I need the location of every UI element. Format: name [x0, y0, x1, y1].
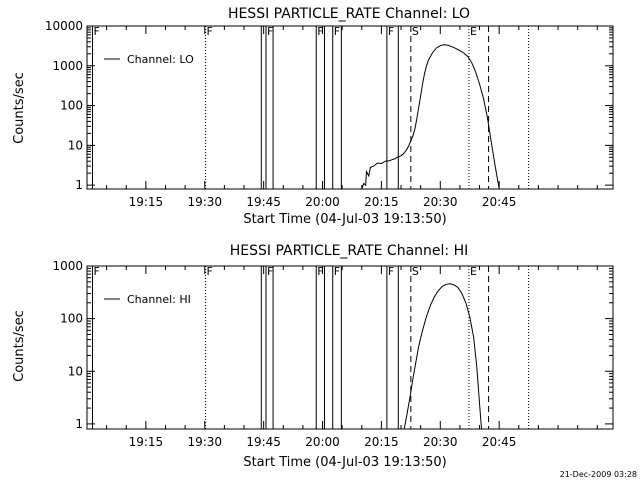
lo-y-axis-label: Counts/sec [12, 72, 27, 144]
hi-event-label-3: F [267, 265, 273, 278]
lo-event-label-0: F [93, 25, 99, 38]
lo-y-tick-label-3: 1000 [52, 59, 83, 73]
hi-plot-frame [86, 265, 614, 430]
lo-x-tick-label-3: 20:00 [305, 195, 340, 209]
lo-y-tick-label-1: 10 [68, 138, 83, 152]
lo-x-tick-label-0: 19:15 [129, 195, 164, 209]
hi-y-tick-label-0: 1 [75, 417, 83, 431]
hi-event-label-12: E [470, 265, 477, 278]
lo-y-tick-label-2: 100 [60, 99, 83, 113]
lo-x-tick-label-4: 20:15 [364, 195, 399, 209]
lo-event-label-12: E [470, 25, 477, 38]
hi-x-tick-label-4: 20:15 [364, 435, 399, 449]
hi-x-axis-label: Start Time (04-Jul-03 19:13:50) [243, 455, 446, 470]
lo-plot-frame [86, 25, 614, 190]
lo-event-label-11: S [412, 25, 419, 38]
lo-event-label-9: F [388, 25, 394, 38]
hi-legend-label: Channel: HI [127, 293, 191, 306]
hi-channel-panel: HESSI PARTICLE_RATE Channel: HI Counts/s… [12, 243, 614, 470]
lo-x-tick-label-6: 20:45 [482, 195, 517, 209]
hi-x-tick-label-6: 20:45 [482, 435, 517, 449]
lo-series-line-0 [361, 44, 500, 189]
hi-y-axis-label: Counts/sec [12, 310, 27, 382]
hi-event-label-9: F [388, 265, 394, 278]
lo-event-label-7: F [334, 25, 340, 38]
hi-event-label-11: S [412, 265, 419, 278]
lo-x-axis-label: Start Time (04-Jul-03 19:13:50) [243, 212, 446, 227]
lo-event-label-5: F [317, 25, 323, 38]
lo-event-label-3: F [267, 25, 273, 38]
hi-x-tick-label-2: 19:45 [246, 435, 281, 449]
hi-y-tick-label-2: 100 [60, 312, 83, 326]
lo-x-tick-label-1: 19:30 [187, 195, 222, 209]
hi-chart-title: HESSI PARTICLE_RATE Channel: HI [230, 243, 468, 259]
hi-event-label-7: F [334, 265, 340, 278]
hi-x-tick-label-3: 20:00 [305, 435, 340, 449]
hi-event-label-0: F [93, 265, 99, 278]
lo-y-tick-label-4: 10000 [45, 19, 83, 33]
lo-channel-panel: HESSI PARTICLE_RATE Channel: LO Counts/s… [12, 6, 614, 227]
lo-event-label-1: F [207, 25, 213, 38]
lo-x-tick-label-2: 19:45 [246, 195, 281, 209]
lo-legend: Channel: LO [104, 53, 194, 66]
lo-x-tick-label-5: 20:30 [423, 195, 458, 209]
hi-x-tick-label-0: 19:15 [129, 435, 164, 449]
hi-event-label-1: F [207, 265, 213, 278]
lo-chart-title: HESSI PARTICLE_RATE Channel: LO [228, 6, 470, 22]
hi-event-label-5: F [317, 265, 323, 278]
lo-y-tick-label-0: 1 [75, 178, 83, 192]
lo-legend-label: Channel: LO [127, 53, 194, 66]
hi-y-tick-label-3: 1000 [52, 259, 83, 273]
hi-x-tick-label-5: 20:30 [423, 435, 458, 449]
hi-y-tick-label-1: 10 [68, 364, 83, 378]
hi-series-line-0 [403, 283, 482, 429]
footer-timestamp: 21-Dec-2009 03:28 [560, 470, 637, 479]
hi-legend: Channel: HI [104, 293, 191, 306]
hi-x-tick-label-1: 19:30 [187, 435, 222, 449]
